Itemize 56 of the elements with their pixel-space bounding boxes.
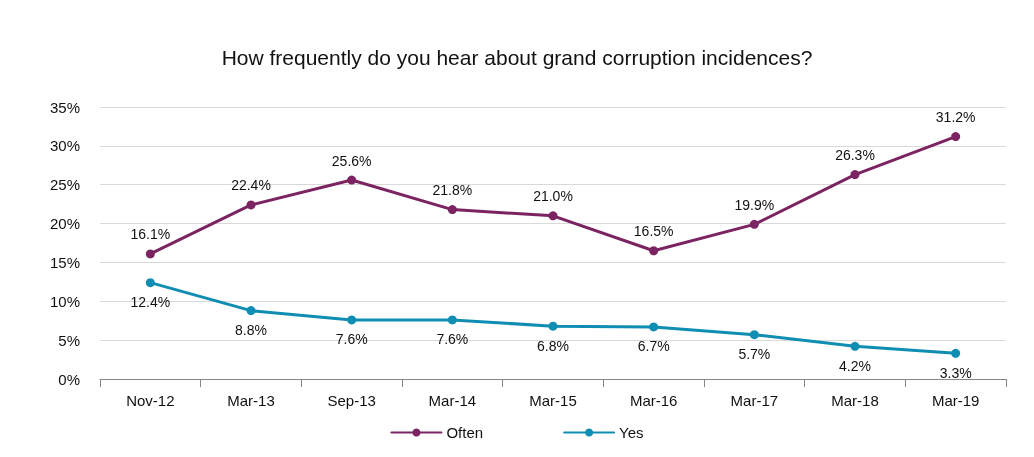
data-label: 19.9% [734, 196, 775, 213]
point [145, 278, 155, 288]
data-label: 16.1% [130, 226, 171, 243]
point [447, 205, 457, 215]
point [145, 249, 155, 259]
y-tick-label: 25% [49, 176, 80, 194]
point [850, 170, 860, 180]
x-tick-label: Nov-12 [126, 392, 175, 409]
point [447, 315, 457, 325]
y-tick-label: 15% [49, 253, 80, 271]
x-tick-label: Mar-16 [629, 392, 678, 409]
x-tick-label: Mar-15 [529, 392, 577, 409]
x-tick-label: Mar-17 [730, 392, 779, 409]
legend-label: Often [446, 424, 484, 441]
data-label: 7.6% [335, 331, 368, 348]
point [850, 341, 860, 351]
data-label: 25.6% [331, 152, 372, 169]
point [749, 219, 759, 229]
point [749, 330, 759, 340]
point [649, 322, 659, 332]
data-label: 22.4% [231, 177, 271, 194]
point [951, 348, 961, 358]
point [347, 315, 357, 325]
point [246, 200, 256, 210]
x-tick-label: Mar-18 [831, 392, 879, 409]
y-tick-label: 10% [49, 292, 80, 310]
chart-title: How frequently do you hear about grand corruption incidences? [221, 46, 813, 69]
data-label: 6.7% [637, 338, 670, 355]
data-label: 6.8% [537, 337, 569, 354]
point [246, 306, 256, 316]
data-label: 7.6% [436, 331, 469, 348]
data-label: 21.0% [533, 188, 573, 205]
point [548, 211, 558, 221]
x-tick-label: Mar-13 [227, 392, 275, 409]
y-tick-label: 30% [49, 137, 80, 155]
data-label: 4.2% [839, 357, 871, 374]
y-tick-label: 0% [58, 370, 80, 388]
point [951, 132, 961, 142]
x-tick-label: Sep-13 [327, 392, 376, 409]
x-tick-label: Mar-14 [428, 392, 477, 409]
x-tick-label: Mar-19 [931, 392, 980, 409]
point [548, 321, 558, 331]
y-tick-label: 35% [49, 98, 80, 116]
legend-label: Yes [619, 424, 644, 441]
data-label: 8.8% [235, 322, 267, 339]
y-tick-label: 20% [49, 215, 80, 233]
y-tick-label: 5% [58, 331, 80, 349]
point [347, 175, 357, 185]
data-label: 12.4% [130, 294, 171, 311]
data-label: 26.3% [835, 147, 875, 164]
data-label: 3.3% [939, 364, 972, 381]
point [649, 246, 659, 256]
data-label: 21.8% [432, 182, 473, 199]
data-label: 16.5% [633, 223, 674, 240]
data-label: 5.7% [738, 346, 771, 363]
data-label: 31.2% [935, 109, 976, 126]
